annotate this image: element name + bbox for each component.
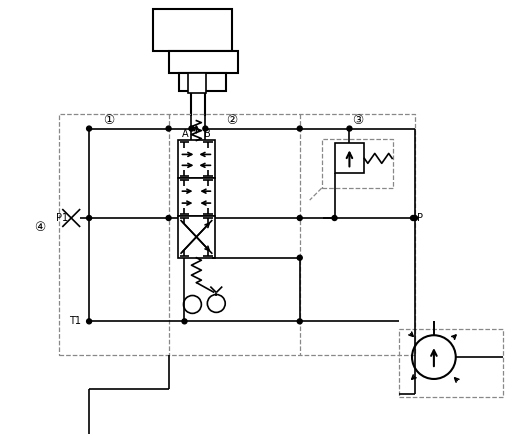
Text: B: B	[205, 129, 211, 139]
Text: A: A	[182, 129, 188, 139]
Text: P: P	[417, 213, 423, 223]
Bar	[153, 9, 232, 51]
Text: ③: ③	[352, 114, 363, 127]
Circle shape	[332, 215, 337, 221]
Bar	[177, 216, 215, 258]
Text: ①: ①	[103, 114, 115, 127]
Circle shape	[297, 126, 302, 131]
Circle shape	[166, 126, 171, 131]
Bar	[177, 178, 215, 216]
Bar	[399, 329, 503, 397]
Bar	[188, 73, 206, 93]
Circle shape	[87, 215, 91, 221]
Bar	[60, 114, 415, 355]
Bar	[322, 139, 393, 188]
Circle shape	[182, 319, 187, 324]
Text: P1: P1	[56, 213, 68, 223]
Circle shape	[297, 255, 302, 260]
Bar	[177, 140, 215, 178]
Circle shape	[203, 126, 208, 131]
Circle shape	[410, 215, 416, 221]
Text: ④: ④	[34, 221, 45, 235]
Bar	[169, 51, 238, 73]
Text: ②: ②	[227, 114, 238, 127]
Circle shape	[347, 126, 352, 131]
Circle shape	[297, 319, 302, 324]
Bar	[335, 143, 364, 173]
Circle shape	[87, 319, 91, 324]
Circle shape	[166, 215, 171, 221]
Circle shape	[189, 126, 194, 131]
Circle shape	[87, 126, 91, 131]
Bar	[179, 73, 226, 91]
Circle shape	[297, 215, 302, 221]
Text: T1: T1	[69, 317, 81, 326]
Circle shape	[412, 215, 418, 221]
